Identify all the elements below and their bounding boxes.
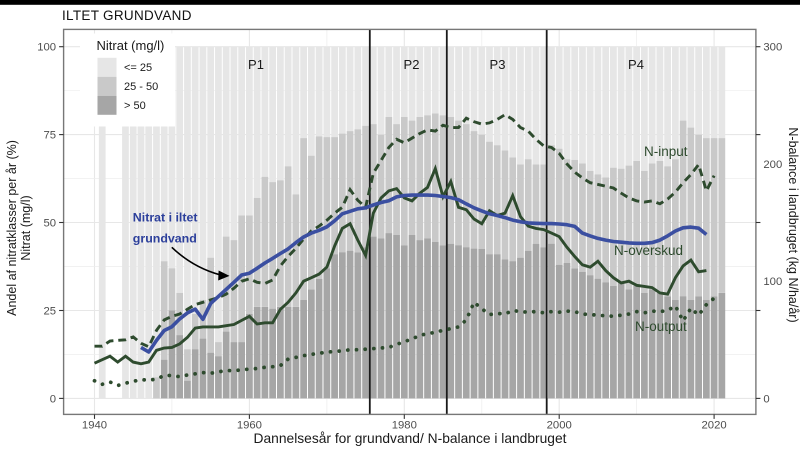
- svg-text:75: 75: [44, 130, 57, 142]
- svg-text:100: 100: [37, 42, 56, 54]
- svg-text:Nitrat i iltet: Nitrat i iltet: [133, 211, 198, 225]
- svg-text:N-overskud: N-overskud: [614, 243, 683, 258]
- svg-text:P1: P1: [248, 57, 264, 72]
- svg-text:2000: 2000: [547, 420, 572, 432]
- svg-text:25 - 50: 25 - 50: [124, 81, 158, 93]
- svg-text:ILTET GRUNDVAND: ILTET GRUNDVAND: [62, 8, 192, 23]
- svg-text:1960: 1960: [237, 420, 262, 432]
- svg-text:grundvand: grundvand: [133, 231, 197, 245]
- svg-text:Nitrat (mg/l): Nitrat (mg/l): [19, 195, 33, 260]
- svg-text:300: 300: [763, 42, 782, 54]
- svg-text:1940: 1940: [82, 420, 107, 432]
- svg-text:Nitrat (mg/l): Nitrat (mg/l): [97, 38, 165, 53]
- svg-text:Dannelsesår for grundvand/ N-b: Dannelsesår for grundvand/ N-balance i l…: [254, 431, 567, 446]
- svg-text:25: 25: [44, 305, 57, 317]
- svg-text:50: 50: [44, 217, 57, 229]
- svg-text:Andel af nitratklasser per år: Andel af nitratklasser per år (%): [5, 140, 19, 316]
- svg-text:> 50: > 50: [124, 100, 146, 112]
- svg-text:100: 100: [763, 276, 782, 288]
- svg-text:0: 0: [50, 393, 56, 405]
- svg-text:2020: 2020: [702, 420, 727, 432]
- svg-text:<= 25: <= 25: [124, 62, 152, 74]
- svg-text:N-balance i landbruget (kg N/h: N-balance i landbruget (kg N/ha/år): [786, 127, 800, 322]
- svg-text:P2: P2: [404, 57, 420, 72]
- svg-text:P4: P4: [628, 57, 644, 72]
- svg-text:1980: 1980: [392, 420, 417, 432]
- svg-text:N-output: N-output: [635, 319, 687, 334]
- svg-text:0: 0: [763, 393, 769, 405]
- svg-text:P3: P3: [490, 57, 506, 72]
- svg-text:200: 200: [763, 159, 782, 171]
- svg-text:N-input: N-input: [644, 144, 688, 159]
